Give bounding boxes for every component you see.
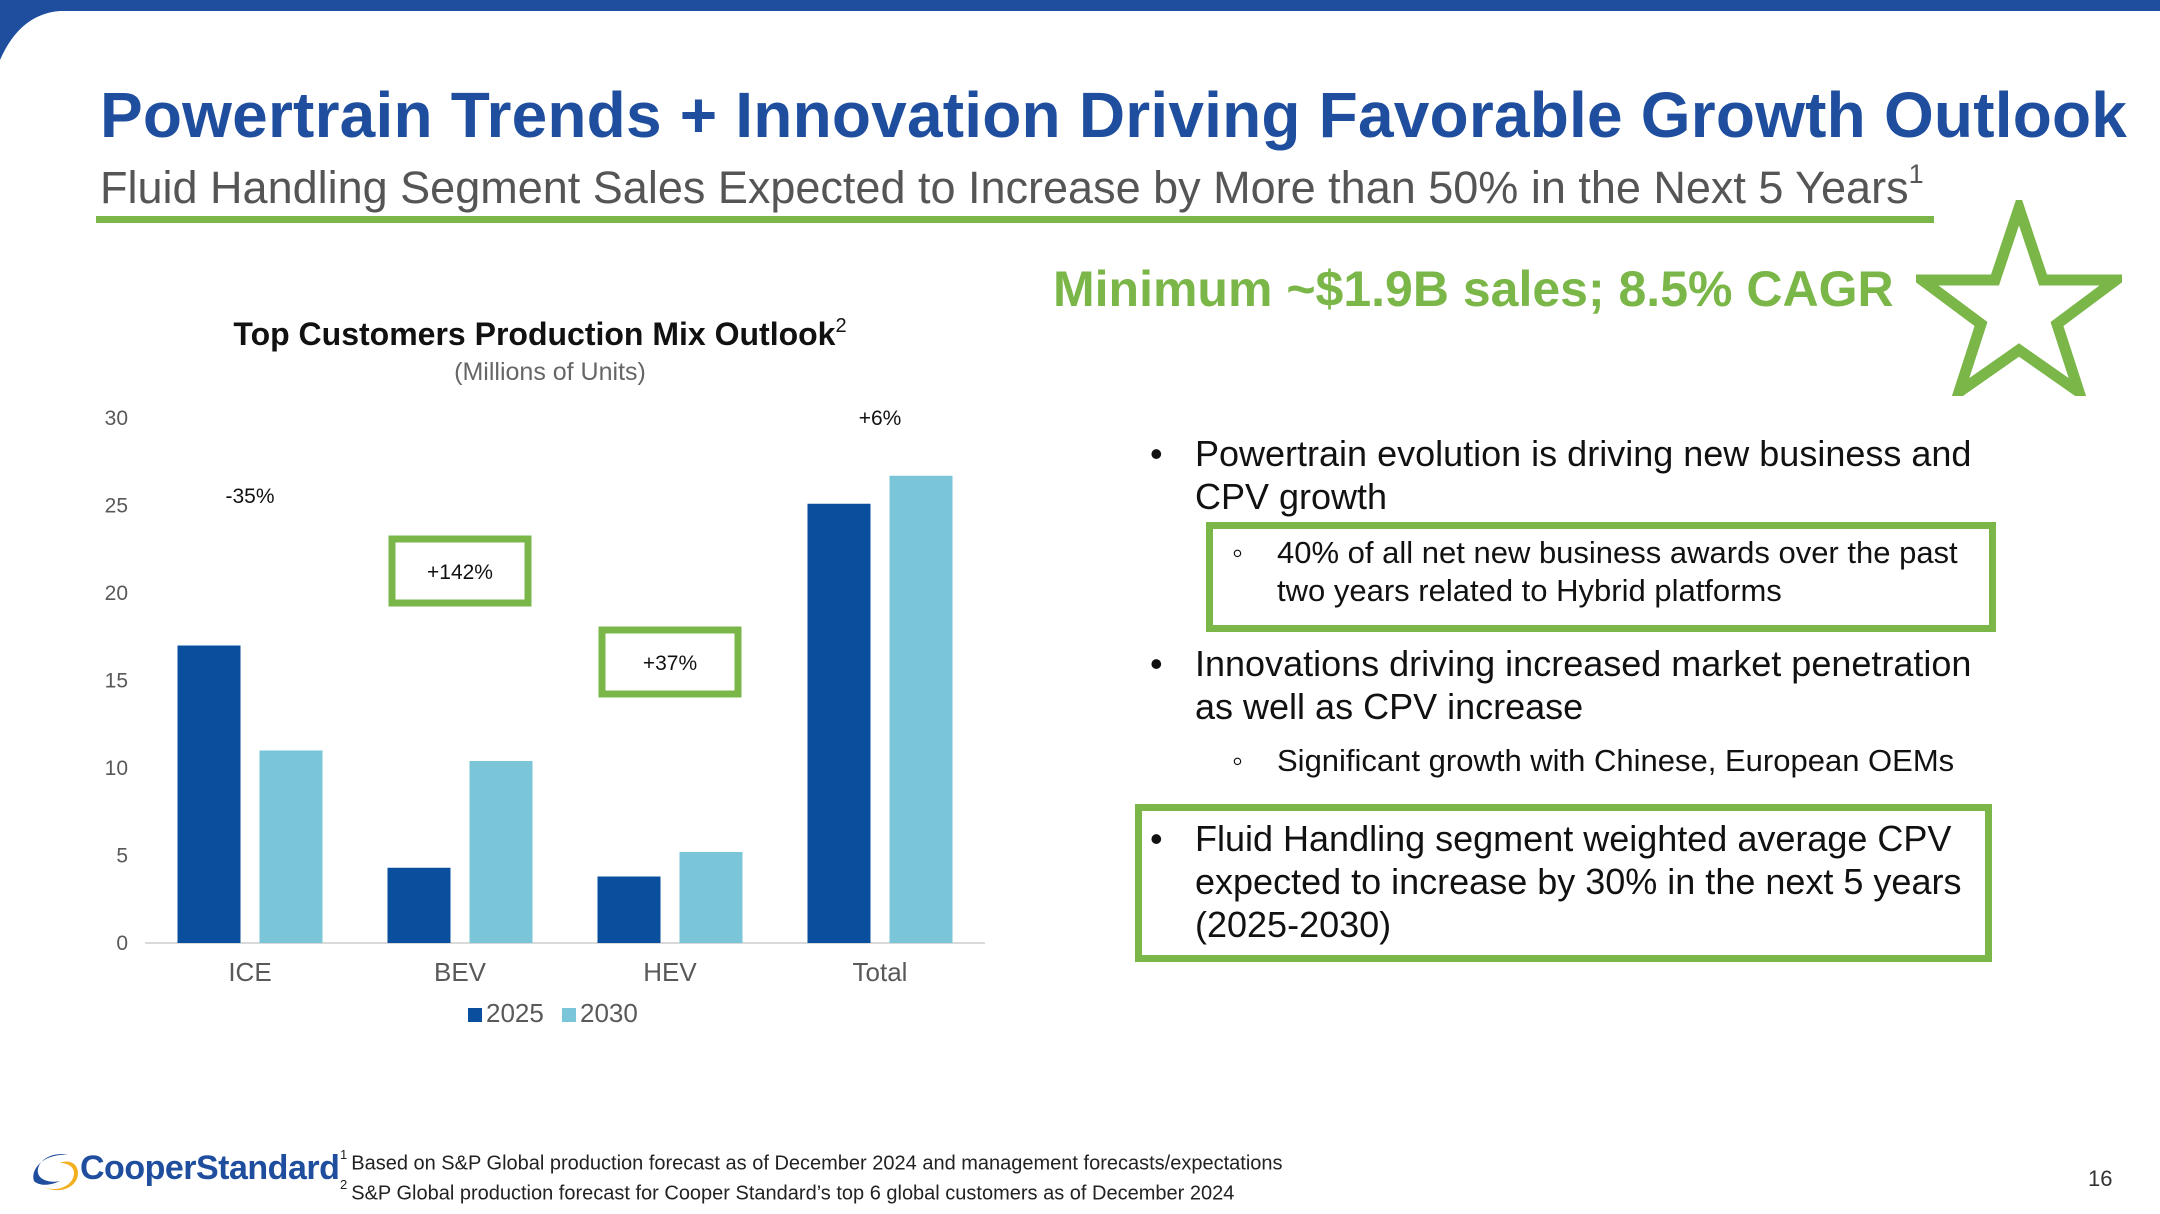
bullet-line: Powertrain evolution is driving new busi… — [1195, 433, 1972, 474]
bar-hev-2030 — [679, 852, 743, 943]
chart-title: Top Customers Production Mix Outlook2 — [233, 315, 846, 352]
slide-title: Powertrain Trends + Innovation Driving F… — [100, 79, 2128, 151]
page-number: 16 — [2088, 1166, 2113, 1191]
sub-bullet-oems: ◦ Significant growth with Chinese, Europ… — [1232, 742, 2012, 780]
y-tick-label: 5 — [116, 845, 128, 868]
highlight-box-cpv — [1135, 804, 1992, 962]
annotation-box — [388, 535, 532, 607]
subtitle-footnote-marker: 1 — [1908, 159, 1924, 189]
logo-swoosh-icon — [33, 1154, 78, 1191]
bullet-innovations: • Innovations driving increased market p… — [1150, 642, 2020, 728]
top-accent-band — [0, 0, 2160, 60]
footnote-marker: 2 — [340, 1176, 348, 1192]
footnote-1: 1 Based on S&P Global production forecast… — [340, 1146, 1283, 1176]
y-tick-label: 10 — [105, 757, 128, 780]
sales-highlight: Minimum ~$1.9B sales; 8.5% CAGR — [1053, 261, 1894, 317]
star-icon — [1916, 200, 2122, 396]
highlight-box-hybrid — [1206, 522, 1996, 632]
footnotes: 1 Based on S&P Global production forecast… — [340, 1146, 1283, 1205]
chart-title-footnote: 2 — [835, 315, 846, 337]
annotation-label: +142% — [427, 561, 493, 584]
annotation-box — [598, 626, 742, 698]
bullet-line: Fluid Handling segment weighted average … — [1195, 818, 1952, 859]
bullet-marker: • — [1150, 433, 1163, 474]
bullet-cpv-increase: • Fluid Handling segment weighted averag… — [1150, 817, 1980, 946]
footnote-marker: 1 — [340, 1147, 348, 1162]
bullet-powertrain-evolution: • Powertrain evolution is driving new bu… — [1150, 432, 2020, 518]
annotation-label: +6% — [859, 407, 902, 430]
bullet-line: (2025-2030) — [1195, 904, 1392, 945]
bar-bev-2025 — [387, 867, 451, 943]
y-tick-label: 30 — [105, 407, 128, 430]
bar-hev-2025 — [597, 876, 661, 943]
x-tick-label: Total — [853, 957, 908, 987]
production-mix-chart: Top Customers Production Mix Outlook2 (M… — [0, 300, 1010, 1060]
bullet-line: Innovations driving increased market pen… — [1195, 643, 1972, 684]
legend-swatch-2025 — [468, 1008, 482, 1022]
footnote-text: Based on S&P Global production forecast … — [351, 1152, 1283, 1175]
legend-label: 2025 — [486, 998, 544, 1028]
y-tick-label: 25 — [105, 495, 128, 518]
chart-canvas: Top Customers Production Mix Outlook2 (M… — [105, 315, 985, 1028]
chart-subtitle: (Millions of Units) — [454, 358, 646, 386]
subtitle-underline — [96, 216, 1934, 223]
sub-bullet-line: Significant growth with Chinese, Europea… — [1277, 743, 1955, 778]
bullet-line: as well as CPV increase — [1195, 686, 1584, 727]
legend-swatch-2030 — [562, 1008, 576, 1022]
bar-total-2025 — [807, 503, 871, 943]
x-tick-label: ICE — [228, 957, 271, 987]
footnote-text: S&P Global production forecast for Coope… — [351, 1182, 1235, 1205]
subtitle-text: Fluid Handling Segment Sales Expected to… — [100, 162, 1909, 213]
bullet-line: expected to increase by 30% in the next … — [1195, 861, 1962, 902]
bullet-marker: • — [1150, 643, 1163, 684]
sub-bullet-marker: ◦ — [1232, 535, 1243, 570]
sub-bullet-hybrid: ◦ 40% of all net new business awards ove… — [1232, 534, 1992, 610]
bar-ice-2025 — [177, 645, 241, 943]
bar-ice-2030 — [259, 750, 323, 943]
company-logo: CooperStandard — [30, 1147, 340, 1197]
y-tick-label: 0 — [116, 932, 128, 955]
sub-bullet-marker: ◦ — [1232, 743, 1243, 778]
chart-title-text: Top Customers Production Mix Outlook — [233, 316, 835, 352]
annotation-label: -35% — [225, 485, 274, 508]
sub-bullet-line: 40% of all net new business awards over … — [1277, 535, 1958, 570]
slide-subtitle: Fluid Handling Segment Sales Expected to… — [100, 159, 1924, 214]
y-tick-label: 15 — [105, 670, 128, 693]
logo-wordmark: CooperStandard — [80, 1149, 340, 1187]
bullet-marker: • — [1150, 818, 1163, 859]
bullet-line: CPV growth — [1195, 476, 1388, 517]
bar-total-2030 — [889, 475, 953, 943]
y-tick-label: 20 — [105, 582, 128, 605]
footnote-2: 2 S&P Global production forecast for Coop… — [340, 1176, 1283, 1206]
x-tick-label: HEV — [643, 957, 697, 987]
x-tick-label: BEV — [434, 957, 487, 987]
annotation-label: +37% — [643, 652, 697, 675]
legend-label: 2030 — [580, 998, 638, 1028]
sub-bullet-line: two years related to Hybrid platforms — [1277, 573, 1782, 608]
bar-bev-2030 — [469, 761, 533, 943]
